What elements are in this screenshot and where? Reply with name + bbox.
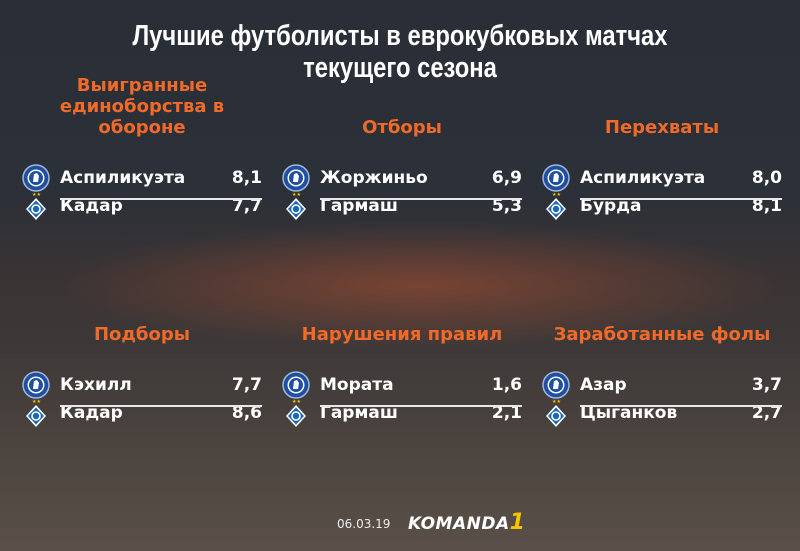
category-heading: Заработанные фолы — [553, 324, 771, 345]
divider — [60, 198, 262, 200]
title-line-2: текущего сезона — [303, 52, 497, 84]
chelsea-crest-icon — [282, 371, 310, 399]
dynamo-kyiv-crest-icon: ★★ — [282, 399, 310, 427]
divider — [60, 405, 262, 407]
date: 06.03.19 — [337, 517, 391, 531]
chelsea-crest-icon — [22, 164, 50, 192]
player-name: Цыганков — [580, 403, 678, 423]
player-row: ★★ Бурда 8,1 — [542, 192, 782, 222]
player-value: 2,1 — [491, 403, 522, 423]
player-name: Кадар — [60, 403, 123, 423]
chelsea-crest-icon — [542, 371, 570, 399]
player-name: Кадар — [60, 196, 123, 216]
dynamo-kyiv-crest-icon: ★★ — [542, 192, 570, 220]
player-value: 8,1 — [751, 196, 782, 216]
divider — [320, 405, 522, 407]
player-row: Кэхилл 7,7 — [22, 371, 262, 401]
player-name: Мората — [320, 375, 394, 395]
player-name: Аспиликуэта — [60, 168, 186, 188]
chelsea-crest-icon — [22, 371, 50, 399]
player-row: Мората 1,6 — [282, 371, 522, 401]
dynamo-kyiv-crest-icon: ★★ — [282, 192, 310, 220]
svg-text:★★: ★★ — [32, 192, 41, 198]
player-row: Азар 3,7 — [542, 371, 782, 401]
player-value: 8,1 — [231, 168, 262, 188]
player-value: 5,3 — [491, 196, 522, 216]
player-row: ★★ Гармаш 2,1 — [282, 399, 522, 429]
player-name: Жоржиньо — [320, 168, 428, 188]
player-name: Азар — [580, 375, 627, 395]
player-value: 8,0 — [751, 168, 782, 188]
svg-text:★★: ★★ — [552, 399, 561, 405]
divider — [580, 198, 782, 200]
player-name: Бурда — [580, 196, 642, 216]
player-row: ★★ Гармаш 5,3 — [282, 192, 522, 222]
divider — [580, 405, 782, 407]
category-heading: Выигранные единоборства в обороне — [59, 75, 225, 138]
svg-text:★★: ★★ — [32, 399, 41, 405]
category-heading: Отборы — [362, 117, 442, 138]
category-heading: Подборы — [93, 324, 191, 345]
player-value: 3,7 — [751, 375, 782, 395]
player-row: Жоржиньо 6,9 — [282, 164, 522, 194]
svg-text:★★: ★★ — [292, 399, 301, 405]
divider — [320, 198, 522, 200]
chelsea-crest-icon — [282, 164, 310, 192]
player-value: 7,7 — [231, 375, 262, 395]
player-row: ★★ Кадар 8,6 — [22, 399, 262, 429]
player-name: Гармаш — [320, 403, 398, 423]
chelsea-crest-icon — [542, 164, 570, 192]
player-value: 8,6 — [231, 403, 262, 423]
player-value: 1,6 — [491, 375, 522, 395]
player-row: Аспиликуэта 8,1 — [22, 164, 262, 194]
page-title: Лучшие футболисты в еврокубковых матчах … — [72, 20, 728, 84]
player-name: Кэхилл — [60, 375, 132, 395]
player-value: 2,7 — [751, 403, 782, 423]
player-name: Гармаш — [320, 196, 398, 216]
dynamo-kyiv-crest-icon: ★★ — [22, 399, 50, 427]
player-row: ★★ Цыганков 2,7 — [542, 399, 782, 429]
komanda-logo: KOMANDA1 — [408, 510, 526, 535]
category-heading: Перехваты — [604, 117, 720, 138]
svg-text:★★: ★★ — [292, 192, 301, 198]
player-row: ★★ Кадар 7,7 — [22, 192, 262, 222]
dynamo-kyiv-crest-icon: ★★ — [22, 192, 50, 220]
player-row: Аспиликуэта 8,0 — [542, 164, 782, 194]
player-value: 7,7 — [231, 196, 262, 216]
player-value: 6,9 — [491, 168, 522, 188]
title-line-1: Лучшие футболисты в еврокубковых матчах — [132, 20, 668, 52]
category-heading: Нарушения правил — [301, 324, 503, 345]
dynamo-kyiv-crest-icon: ★★ — [542, 399, 570, 427]
player-name: Аспиликуэта — [580, 168, 706, 188]
svg-text:★★: ★★ — [552, 192, 561, 198]
